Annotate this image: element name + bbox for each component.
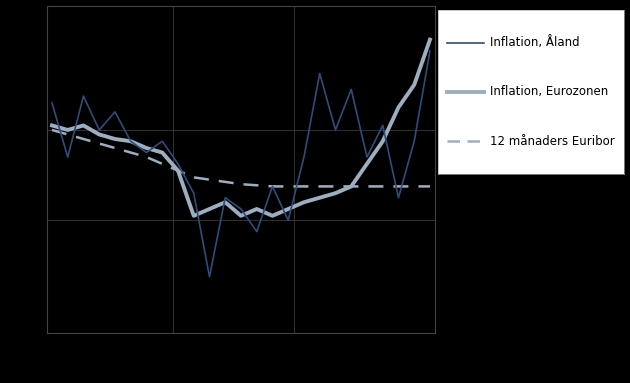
Text: Inflation, Eurozonen: Inflation, Eurozonen: [490, 85, 608, 98]
Text: Inflation, Åland: Inflation, Åland: [490, 36, 580, 49]
Text: Källa: ÅSUB, www.euribor.org, Finlands bank.: Källa: ÅSUB, www.euribor.org, Finlands b…: [10, 355, 291, 370]
Text: 12 månaders Euribor: 12 månaders Euribor: [490, 135, 615, 148]
